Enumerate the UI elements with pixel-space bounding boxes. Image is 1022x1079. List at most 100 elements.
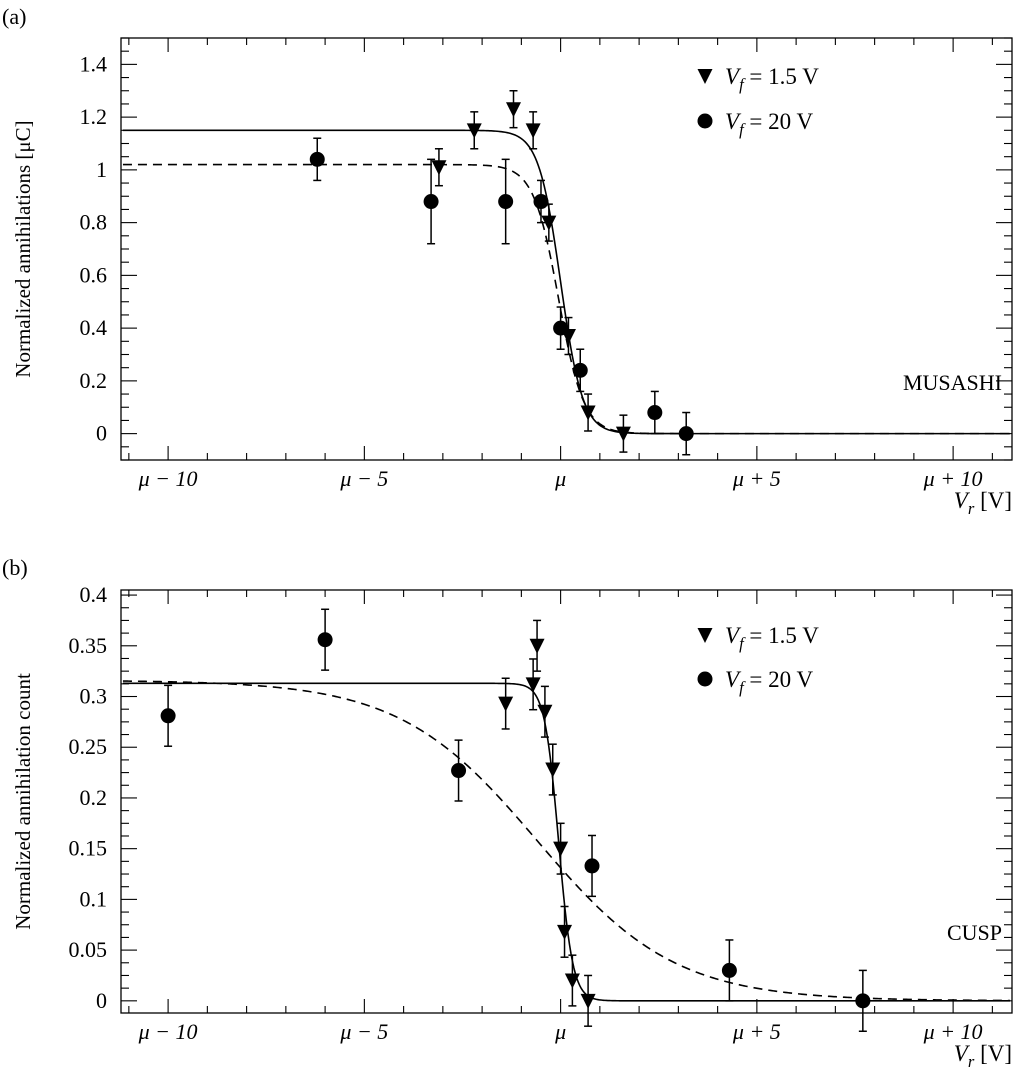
triangle-marker [564, 973, 580, 989]
panel-label: (a) [2, 4, 26, 29]
legend: Vf = 1.5 V Vf = 20 V [697, 64, 819, 139]
data-point [545, 743, 561, 796]
y-tick-label: 1.2 [80, 104, 108, 129]
x-tick-label: μ + 10 [923, 1019, 983, 1044]
triangle-marker [580, 993, 596, 1009]
legend-entry-label: Vf = 1.5 V [725, 64, 819, 94]
y-tick-label: 0.6 [80, 262, 108, 287]
y-tick-label: 0.1 [80, 886, 108, 911]
panel-a: (a) μ − 10 μ − 5 μ μ + 5 μ + 10 0 0.2 0.4 0.6 0.8 1… [2, 4, 1013, 518]
x-tick-label: μ [554, 1019, 566, 1044]
data-point [529, 619, 545, 672]
legend-entry-label: Vf = 1.5 V [725, 623, 819, 653]
y-tick-label: 0 [96, 421, 107, 446]
fit-curve-vf20 [122, 680, 1011, 1002]
y-tick-label: 0.35 [69, 633, 108, 658]
data-point [525, 111, 541, 150]
x-tick-label: μ − 10 [138, 466, 198, 491]
data-point [423, 158, 439, 245]
y-tick-label: 0.8 [80, 210, 108, 235]
x-tick-label: μ − 5 [339, 1019, 388, 1044]
triangle-marker [466, 123, 482, 139]
circle-marker [317, 632, 333, 648]
circle-marker [678, 426, 694, 442]
triangle-marker [557, 924, 573, 940]
y-tick-label: 0.2 [80, 368, 108, 393]
data-point [506, 90, 522, 129]
plot-frame [120, 37, 1013, 461]
data-point [572, 348, 588, 393]
triangle-marker [615, 426, 631, 442]
triangle-marker [431, 160, 447, 176]
data-point [647, 390, 663, 435]
data-point [678, 411, 694, 456]
circle-marker [498, 194, 514, 210]
experiment-tag: MUSASHI [903, 370, 1002, 395]
x-tick-label: μ − 5 [339, 466, 388, 491]
triangle-marker [580, 405, 596, 421]
data-point [498, 677, 514, 730]
y-tick-label: 1 [96, 157, 107, 182]
y-tick-label: 0 [96, 988, 107, 1013]
fit-curve-vf20 [122, 163, 1011, 435]
y-tick-label: 0.15 [69, 836, 108, 861]
circle-marker [721, 962, 737, 978]
circle-marker [451, 763, 467, 779]
y-axis-label: Normalized annihilations [μC] [11, 120, 35, 377]
legend-entry-label: Vf = 20 V [725, 109, 813, 139]
y-tick-label: 0.3 [80, 684, 108, 709]
circle-marker [553, 320, 569, 336]
triangle-marker [525, 123, 541, 139]
data-point [431, 148, 447, 187]
data-point [564, 954, 580, 1007]
fit-curve-vf1p5 [122, 129, 1011, 435]
y-tick-label: 0.4 [80, 315, 108, 340]
plot-frame [120, 589, 1013, 1014]
data-point [160, 684, 176, 747]
data-point [615, 414, 631, 453]
y-tick-label: 0.05 [69, 937, 108, 962]
x-axis-label: Vr [V] [954, 1041, 1012, 1071]
data-point [584, 834, 600, 898]
circle-marker [855, 993, 871, 1009]
y-axis-label: Normalized annihilation count [11, 673, 35, 930]
circle-marker [647, 405, 663, 421]
data-point [537, 685, 553, 738]
y-tick-label: 1.4 [80, 51, 108, 76]
triangle-marker [537, 704, 553, 720]
legend: Vf = 1.5 V Vf = 20 V [697, 623, 819, 697]
data-point [525, 658, 541, 711]
circle-marker [309, 151, 325, 167]
data-point [855, 969, 871, 1033]
circle-marker [533, 194, 549, 210]
y-tick-label: 0.2 [80, 785, 108, 810]
data-point [553, 306, 569, 350]
y-tick-label: 0.4 [80, 582, 108, 607]
triangle-marker [506, 102, 522, 118]
circle-marker [423, 194, 439, 210]
circle-marker [584, 858, 600, 874]
triangle-marker [525, 677, 541, 693]
x-tick-label: μ − 10 [138, 1019, 198, 1044]
triangle-marker [541, 215, 557, 231]
x-tick-label: μ + 10 [923, 466, 983, 491]
data-point [580, 974, 596, 1027]
panel-b: (b) μ − 10 μ − 5 μ μ + 5 μ + 10 0 0.05 0.1 0.15 0.… [2, 555, 1013, 1071]
circle-marker [160, 708, 176, 724]
panel-label: (b) [2, 555, 28, 580]
data-point [533, 179, 549, 224]
data-point [721, 939, 737, 1002]
triangle-marker [553, 841, 569, 857]
x-tick-label: μ + 5 [732, 1019, 781, 1044]
data-point [553, 822, 569, 875]
data-point [309, 137, 325, 182]
experiment-tag: CUSP [947, 920, 1002, 945]
triangle-marker [529, 638, 545, 654]
triangle-marker [498, 696, 514, 712]
data-point [466, 111, 482, 150]
legend-entry-label: Vf = 20 V [725, 667, 813, 697]
data-point [580, 393, 596, 432]
x-tick-label: μ + 5 [732, 466, 781, 491]
y-tick-label: 0.25 [69, 734, 108, 759]
